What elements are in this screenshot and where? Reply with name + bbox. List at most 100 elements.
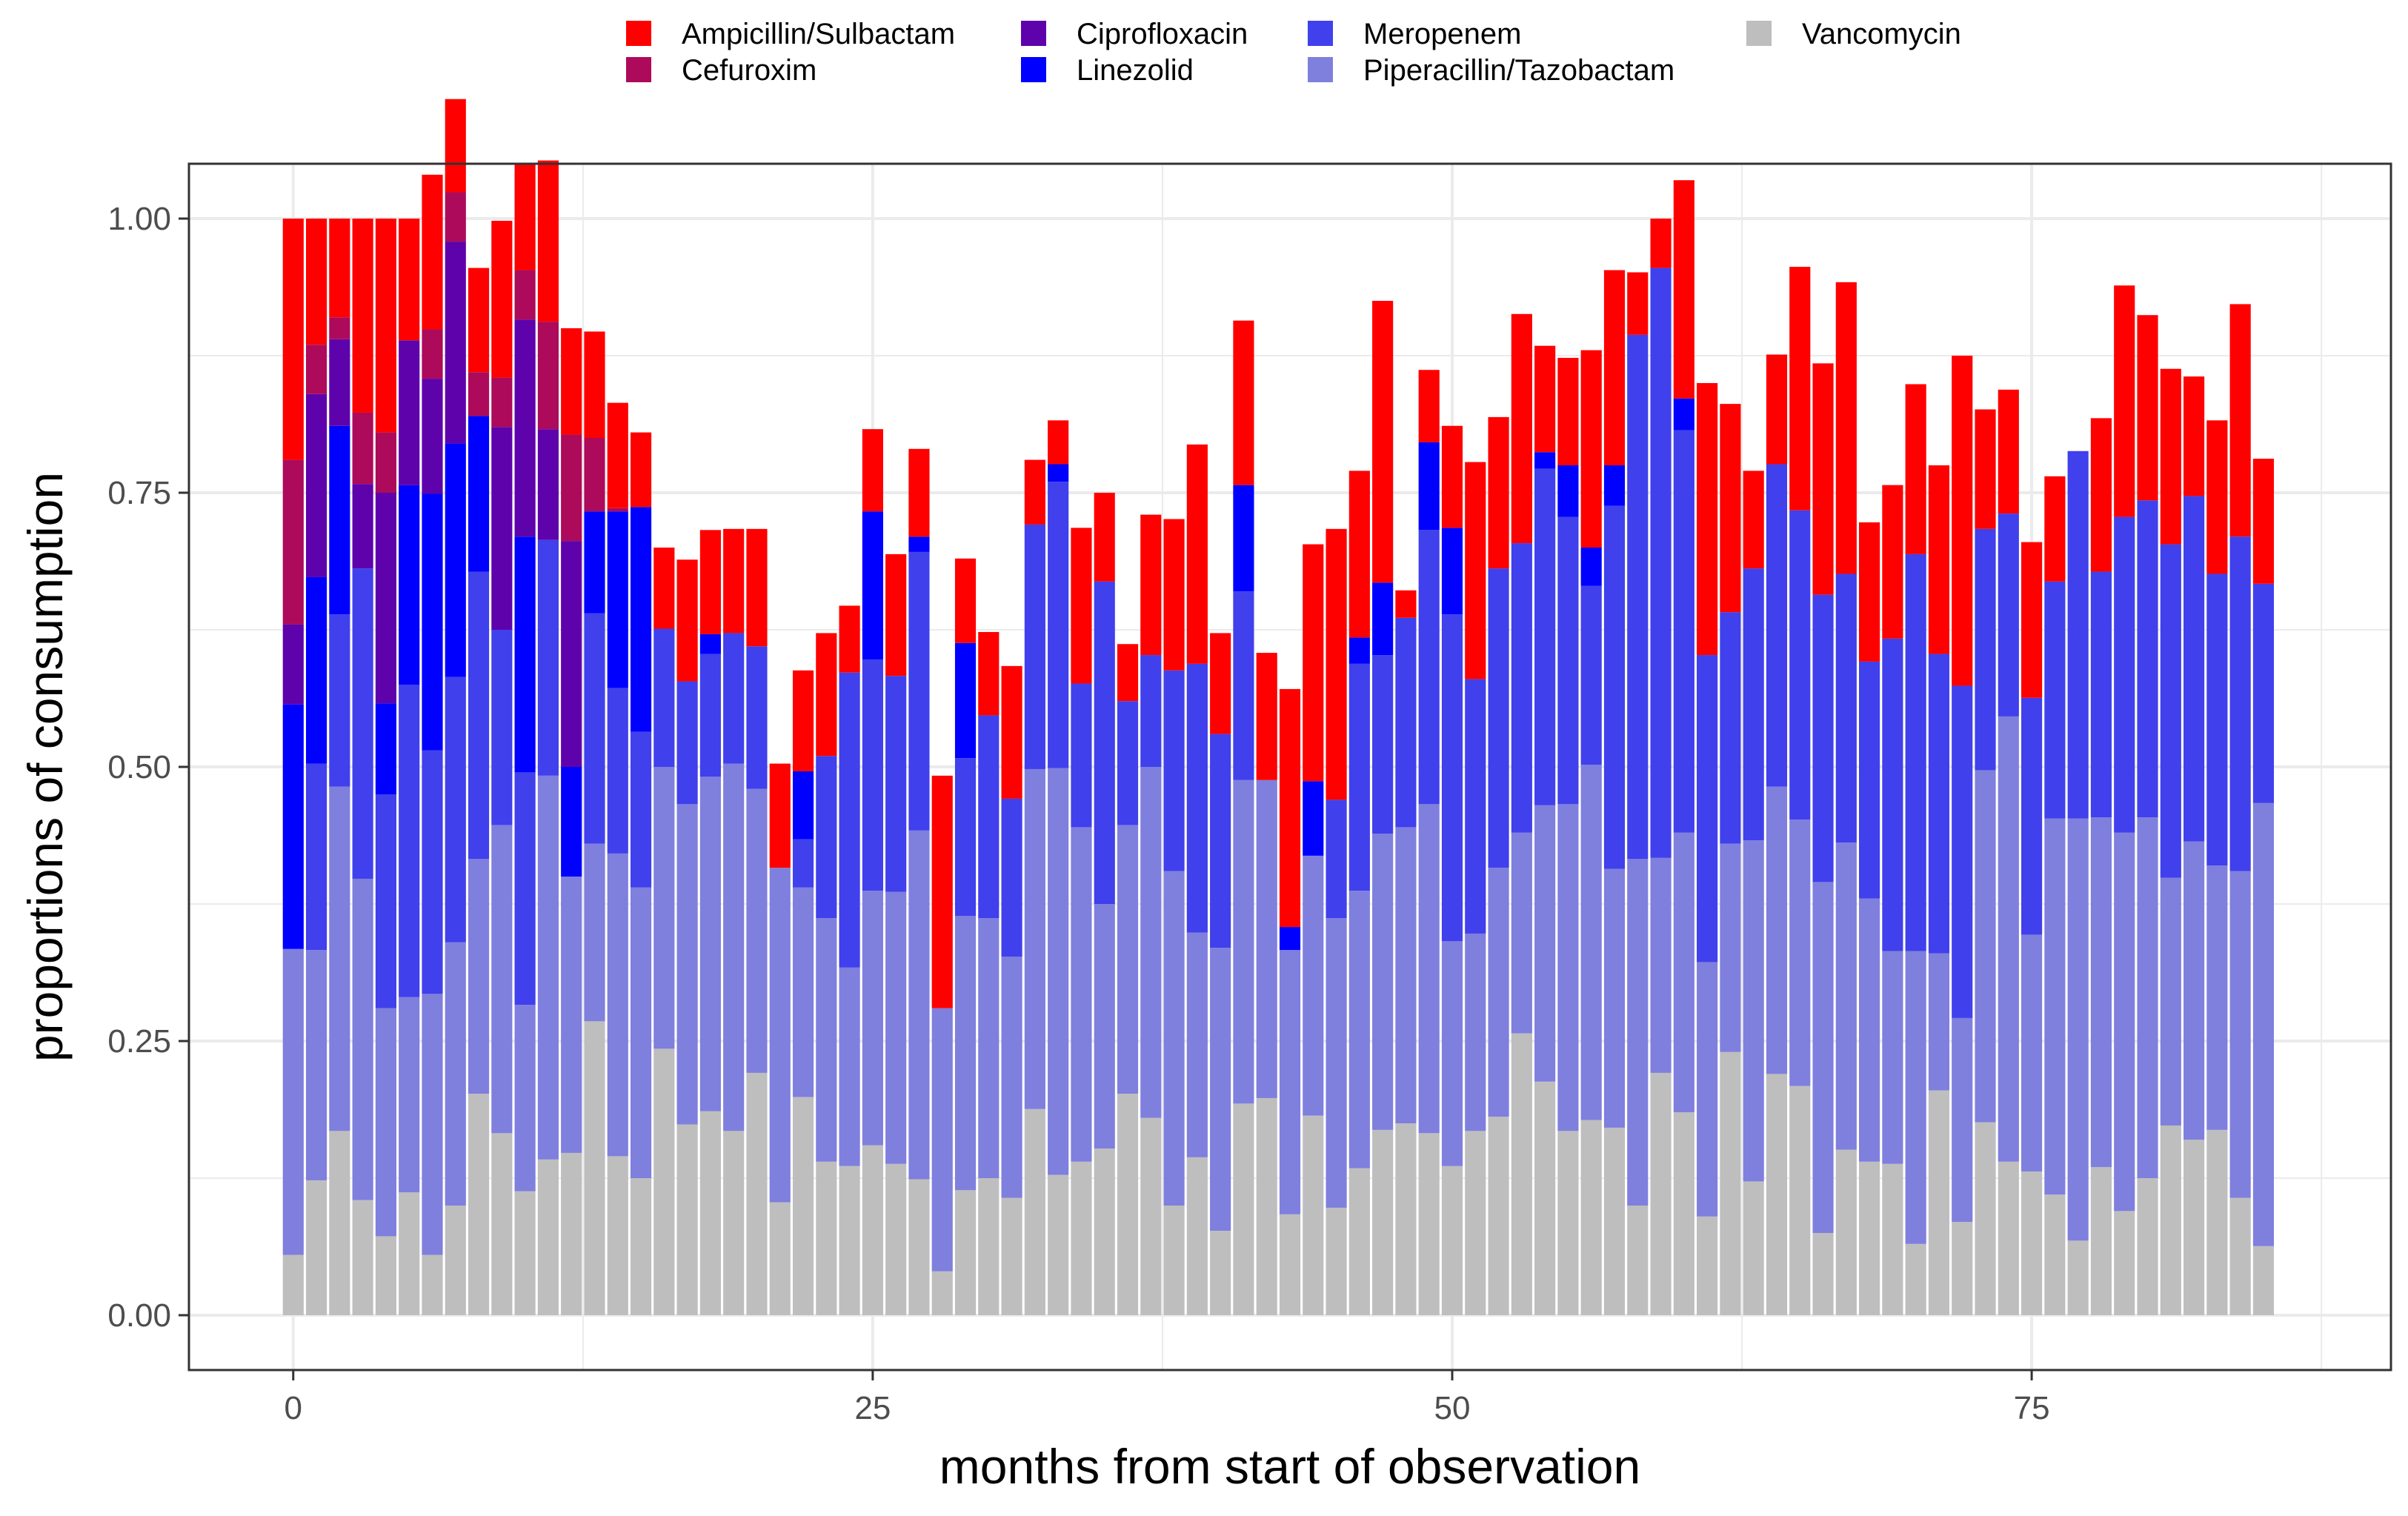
- bar-segment: [399, 1192, 420, 1315]
- bar-segment: [422, 174, 443, 330]
- bar-segment: [1071, 1161, 1092, 1315]
- bar-segment: [769, 1202, 791, 1315]
- bar-segment: [1952, 685, 1973, 1018]
- bar-segment: [375, 703, 396, 794]
- bar-segment: [1094, 904, 1115, 1149]
- bar-segment: [885, 553, 907, 676]
- bar-segment: [2184, 376, 2205, 496]
- bar-segment: [1766, 464, 1788, 787]
- bar-segment: [954, 1190, 977, 1315]
- bar-segment: [1580, 548, 1602, 586]
- bar-segment: [1720, 1051, 1741, 1315]
- bar-segment: [2206, 865, 2228, 1130]
- bar-segment: [1905, 553, 1926, 951]
- bar-segment: [1766, 786, 1788, 1074]
- bar-segment: [653, 1048, 675, 1315]
- bar-segment: [1673, 832, 1694, 1113]
- bar-segment: [1627, 1206, 1649, 1315]
- bar-segment: [352, 568, 373, 879]
- bar-segment: [885, 676, 907, 892]
- bar-segment: [1465, 1131, 1486, 1315]
- bar-segment: [1928, 465, 1950, 654]
- bar-segment: [1603, 1127, 1626, 1315]
- bar-segment: [885, 1163, 907, 1315]
- bar-segment: [1580, 350, 1602, 548]
- bar-segment: [537, 429, 559, 540]
- legend-label: Piperacillin/Tazobactam: [1363, 54, 1674, 87]
- legend-key: [626, 57, 651, 82]
- bar-segment: [1048, 482, 1069, 768]
- bar-segment: [584, 331, 605, 438]
- bar-segment: [1975, 528, 1996, 771]
- bar-segment: [375, 219, 396, 433]
- bar-segment: [1580, 765, 1602, 1120]
- bar-segment: [1186, 932, 1208, 1157]
- bar-segment: [514, 772, 536, 1005]
- bar-segment: [491, 1133, 513, 1315]
- bar-segment: [1186, 444, 1208, 664]
- bar-segment: [1557, 516, 1579, 805]
- bar-segment: [816, 633, 837, 757]
- bar-segment: [584, 511, 605, 614]
- legend-label: Meropenem: [1363, 18, 1521, 50]
- bar-segment: [1952, 1017, 1973, 1223]
- bar-segment: [1024, 768, 1045, 1109]
- bar-segment: [584, 1021, 605, 1315]
- bar-segment: [1743, 1181, 1764, 1315]
- bar-segment: [1441, 941, 1463, 1166]
- bar-segment: [561, 767, 582, 877]
- bar-segment: [445, 443, 466, 677]
- bar-segment: [1071, 528, 1092, 684]
- bar-segment: [514, 319, 536, 537]
- bar-segment: [885, 891, 907, 1164]
- bar-segment: [1835, 1149, 1857, 1315]
- bar-segment: [862, 511, 883, 659]
- bar-segment: [1673, 430, 1694, 833]
- bar-segment: [537, 322, 559, 430]
- bar-segment: [607, 508, 628, 512]
- bar-segment: [839, 605, 860, 673]
- bar-segment: [1859, 1161, 1880, 1315]
- bar-segment: [792, 771, 814, 840]
- bar-segment: [1603, 465, 1626, 506]
- bar-segment: [1557, 1131, 1579, 1315]
- bar-segment: [2114, 1211, 2135, 1315]
- legend-key: [1021, 21, 1046, 46]
- bar-segment: [1024, 524, 1045, 769]
- bar-segment: [954, 642, 977, 759]
- y-tick-label: 0.50: [107, 749, 171, 785]
- bar-segment: [978, 715, 1000, 919]
- bar-segment: [1071, 683, 1092, 828]
- bar-segment: [468, 416, 490, 572]
- bar-segment: [954, 558, 977, 643]
- bar-segment: [537, 775, 559, 1160]
- bar-segment: [1441, 528, 1463, 615]
- bar-segment: [1673, 1112, 1694, 1315]
- bar-segment: [2021, 1171, 2043, 1315]
- bar-segment: [2090, 418, 2112, 572]
- bar-segment: [1697, 1216, 1718, 1315]
- bar-segment: [537, 539, 559, 776]
- bar-segment: [1465, 679, 1486, 934]
- bar-segment: [1441, 614, 1463, 942]
- bar-segment: [2114, 516, 2135, 833]
- bar-segment: [676, 804, 698, 1125]
- bar-segment: [1372, 582, 1394, 656]
- bar-segment: [1580, 1120, 1602, 1315]
- bar-segment: [1603, 868, 1626, 1128]
- bar-segment: [1117, 825, 1139, 1094]
- bar-segment: [514, 536, 536, 773]
- bar-segment: [399, 340, 420, 485]
- bar-segment: [1348, 1168, 1370, 1315]
- bar-segment: [1140, 514, 1162, 656]
- bar-segment: [839, 672, 860, 968]
- bar-segment: [352, 484, 373, 569]
- bar-segment: [607, 1156, 628, 1315]
- bar-segment: [1928, 1090, 1950, 1315]
- bar-segment: [1303, 781, 1324, 856]
- bar-segment: [375, 1236, 396, 1315]
- bar-segment: [329, 339, 350, 426]
- bar-segment: [584, 843, 605, 1022]
- bar-segment: [908, 448, 930, 537]
- bar-segment: [305, 763, 327, 951]
